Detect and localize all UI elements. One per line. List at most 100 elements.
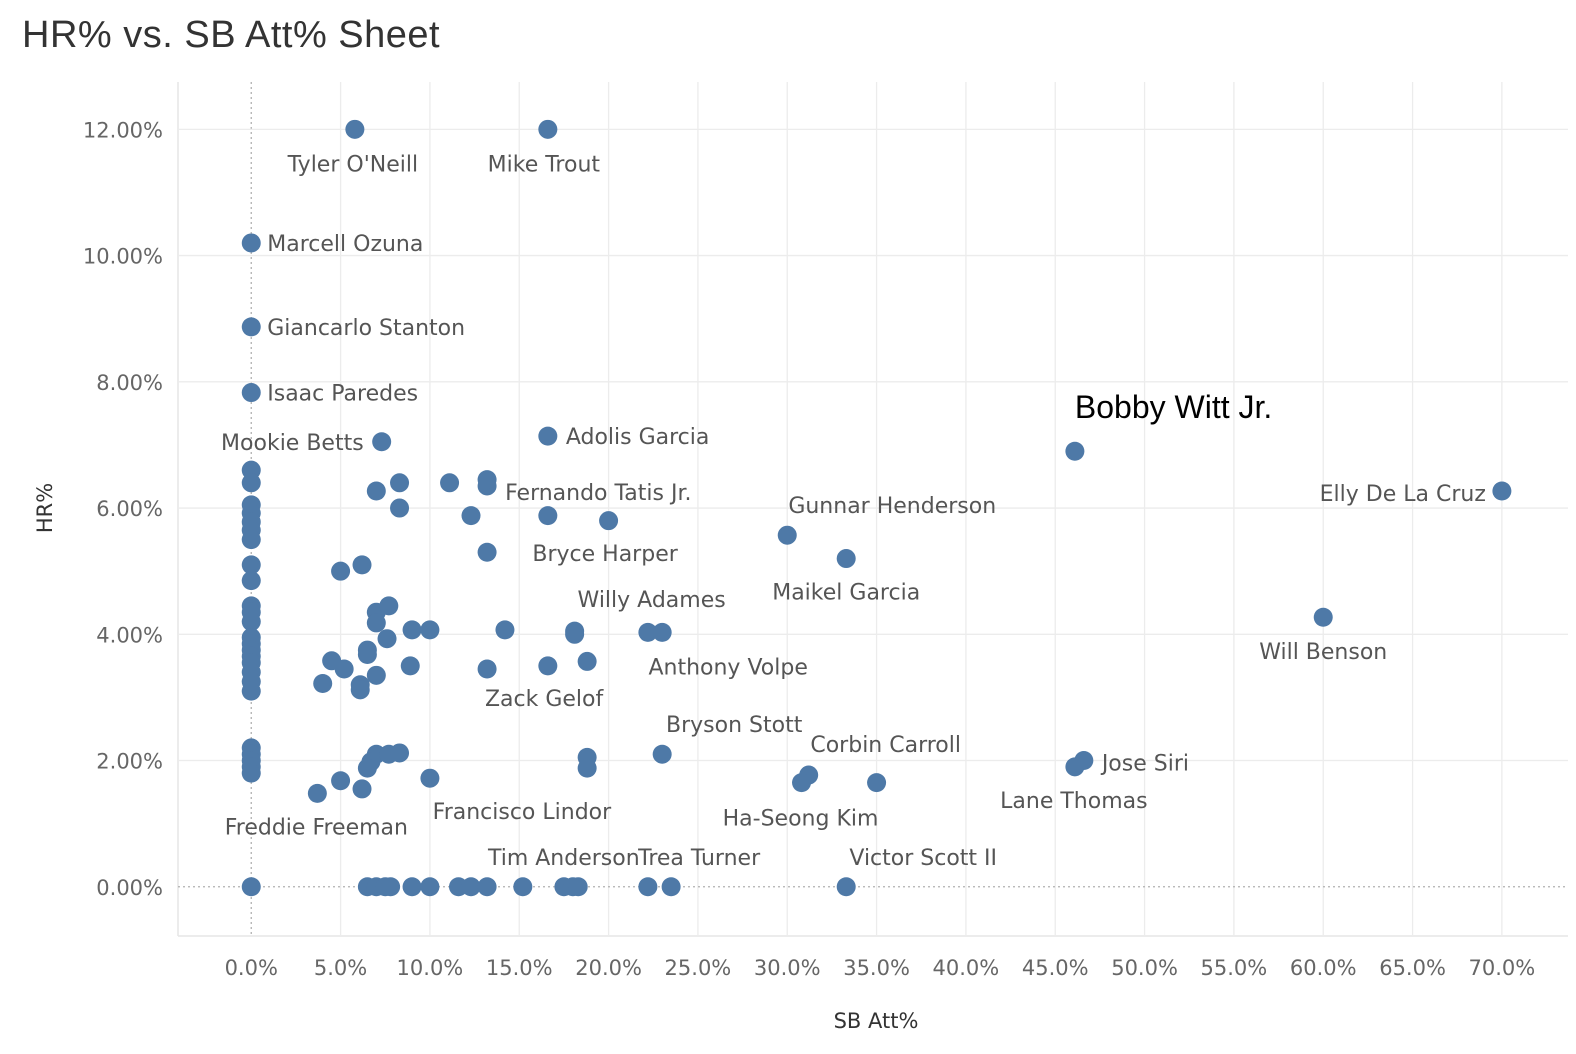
- data-point[interactable]: [538, 506, 558, 526]
- data-point[interactable]: [390, 498, 410, 518]
- x-tick-label: 35.0%: [843, 956, 910, 980]
- data-point[interactable]: [400, 656, 420, 676]
- data-point[interactable]: [402, 877, 422, 897]
- data-point[interactable]: [638, 877, 658, 897]
- data-point[interactable]: [867, 773, 887, 793]
- data-point[interactable]: [565, 624, 585, 644]
- data-point[interactable]: [357, 644, 377, 664]
- data-point[interactable]: [345, 119, 365, 139]
- data-point[interactable]: [372, 432, 392, 452]
- y-tick-label: 4.00%: [96, 623, 163, 647]
- data-point[interactable]: [1065, 441, 1085, 461]
- data-point[interactable]: [334, 659, 354, 679]
- data-point[interactable]: [577, 758, 597, 778]
- data-point[interactable]: [538, 119, 558, 139]
- data-point[interactable]: [381, 877, 401, 897]
- point-label: Tyler O'Neill: [287, 152, 418, 177]
- point-label: Marcell Ozuna: [267, 232, 423, 257]
- x-tick-label: 70.0%: [1469, 956, 1536, 980]
- x-tick-label: 0.0%: [225, 956, 278, 980]
- data-point[interactable]: [352, 555, 372, 575]
- data-point[interactable]: [350, 680, 370, 700]
- data-point[interactable]: [366, 665, 386, 685]
- data-point[interactable]: [461, 877, 481, 897]
- data-point[interactable]: [1492, 481, 1512, 501]
- data-point[interactable]: [1065, 757, 1085, 777]
- data-point[interactable]: [241, 681, 261, 701]
- point-label: Zack Gelof: [485, 687, 605, 712]
- y-tick-label: 12.00%: [83, 118, 163, 142]
- data-point[interactable]: [352, 779, 372, 799]
- data-point[interactable]: [366, 481, 386, 501]
- data-point[interactable]: [638, 622, 658, 642]
- point-label: Mookie Betts: [221, 431, 364, 456]
- data-point[interactable]: [307, 783, 327, 803]
- point-label: Ha-Seong Kim: [723, 807, 879, 832]
- grid-lines: [177, 82, 1568, 937]
- data-point[interactable]: [241, 530, 261, 550]
- data-point[interactable]: [420, 768, 440, 788]
- data-point[interactable]: [241, 571, 261, 591]
- data-point[interactable]: [661, 877, 681, 897]
- y-tick-label: 10.00%: [83, 245, 163, 269]
- data-point[interactable]: [836, 877, 856, 897]
- point-label: Maikel Garcia: [772, 581, 920, 606]
- data-point[interactable]: [792, 773, 812, 793]
- point-label: Fernando Tatis Jr.: [505, 481, 691, 506]
- data-point[interactable]: [366, 613, 386, 633]
- data-point[interactable]: [390, 743, 410, 763]
- data-point[interactable]: [357, 758, 377, 778]
- data-point[interactable]: [402, 620, 422, 640]
- data-point[interactable]: [420, 620, 440, 640]
- data-point[interactable]: [331, 771, 351, 791]
- x-tick-label: 10.0%: [397, 956, 464, 980]
- data-point[interactable]: [379, 596, 399, 616]
- data-point[interactable]: [477, 470, 497, 490]
- x-tick-label: 5.0%: [314, 956, 367, 980]
- data-point[interactable]: [390, 473, 410, 493]
- data-point[interactable]: [461, 506, 481, 526]
- y-tick-label: 8.00%: [96, 371, 163, 395]
- axis-ticks: 0.0% 5.0% 10.0% 15.0% 20.0% 25.0% 30.0% 35.0% 40…: [83, 118, 1535, 980]
- data-point[interactable]: [652, 744, 672, 764]
- data-point[interactable]: [241, 763, 261, 783]
- y-tick-label: 2.00%: [96, 750, 163, 774]
- data-point[interactable]: [777, 525, 797, 545]
- data-point[interactable]: [241, 877, 261, 897]
- data-point[interactable]: [495, 620, 515, 640]
- x-tick-label: 20.0%: [575, 956, 642, 980]
- data-point[interactable]: [477, 877, 497, 897]
- data-point[interactable]: [241, 555, 261, 575]
- data-point[interactable]: [377, 629, 397, 649]
- y-tick-label: 0.00%: [96, 876, 163, 900]
- data-point[interactable]: [538, 426, 558, 446]
- data-point[interactable]: [477, 542, 497, 562]
- data-point[interactable]: [652, 622, 672, 642]
- data-point[interactable]: [568, 877, 588, 897]
- y-axis-title: HR%: [33, 483, 57, 533]
- point-label: Willy Adames: [578, 588, 726, 613]
- data-point[interactable]: [241, 612, 261, 632]
- data-point[interactable]: [313, 674, 333, 694]
- point-label: Francisco Lindor: [433, 800, 612, 825]
- data-point[interactable]: [241, 383, 261, 403]
- data-point[interactable]: [331, 561, 351, 581]
- x-tick-label: 30.0%: [754, 956, 821, 980]
- data-point[interactable]: [440, 473, 460, 493]
- point-label: Bryce Harper: [532, 542, 678, 567]
- data-point[interactable]: [836, 549, 856, 569]
- data-point[interactable]: [1313, 607, 1333, 627]
- data-point[interactable]: [599, 511, 619, 531]
- data-point[interactable]: [241, 317, 261, 337]
- data-point[interactable]: [241, 233, 261, 253]
- data-point[interactable]: [577, 651, 597, 671]
- data-point[interactable]: [513, 877, 533, 897]
- data-point[interactable]: [477, 659, 497, 679]
- data-point[interactable]: [420, 877, 440, 897]
- point-label: Mike Trout: [488, 152, 601, 177]
- data-points: [241, 119, 1512, 897]
- x-tick-label: 40.0%: [933, 956, 1000, 980]
- data-point[interactable]: [241, 473, 261, 493]
- data-point[interactable]: [538, 656, 558, 676]
